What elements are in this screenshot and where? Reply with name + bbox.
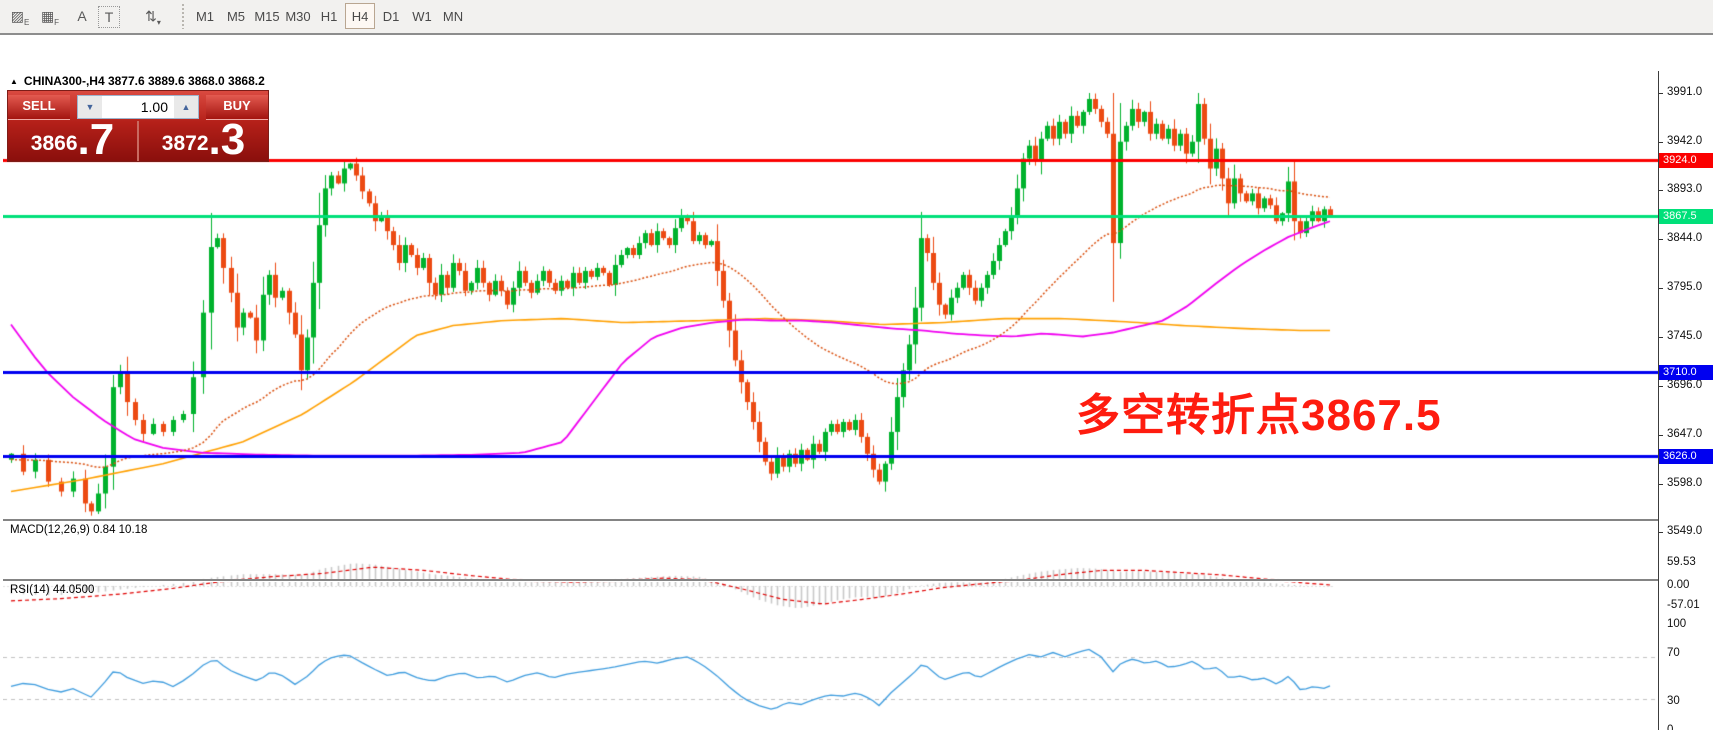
price-line-badge: 3626.0	[1659, 448, 1713, 464]
chart-window: 3991.0 3942.0 3893.0 3844.0 3795.0 3745.0 3696…	[0, 33, 1713, 730]
timeframe-button-m5[interactable]: M5	[226, 9, 246, 24]
symbol-header: ▲ CHINA300-,H4 3877.6 3889.6 3868.0 3868.…	[10, 74, 265, 88]
axis-tick	[1659, 434, 1663, 436]
text-label-icon[interactable]: T	[98, 6, 120, 28]
rsi-axis-label: 30	[1667, 695, 1680, 707]
chart-toolbar: ▨E ▦F A T ⇅▾ M1 M5 M15 M30 H1 H4 D1 W1 MN	[0, 0, 1713, 34]
axis-tick	[1659, 93, 1663, 94]
collapse-panel-arrow[interactable]: ▲	[10, 77, 18, 86]
macd-indicator-canvas[interactable]	[3, 554, 1658, 612]
price-axis-label: 3647.0	[1667, 427, 1703, 440]
price-axis[interactable]: 3991.0 3942.0 3893.0 3844.0 3795.0 3745.0 3696…	[1658, 71, 1713, 730]
timeframe-button-w1[interactable]: W1	[412, 9, 432, 24]
volume-input[interactable]: 1.00	[140, 99, 168, 115]
rsi-label: RSI(14) 44.0500	[10, 584, 95, 596]
one-click-trade-panel: SELL ▼ 1.00 ▲ BUY 3866.7 3872.3	[8, 91, 268, 164]
pane-separator[interactable]	[3, 579, 1713, 582]
pane-separator[interactable]	[3, 519, 1713, 522]
price-axis-label: 3942.0	[1667, 134, 1703, 147]
axis-tick	[1659, 337, 1663, 339]
sell-button[interactable]: SELL	[8, 94, 70, 120]
price-axis-label: 3991.0	[1667, 86, 1703, 98]
equidistant-channel-icon[interactable]: ▨E	[10, 8, 30, 27]
price-chart-canvas[interactable]	[3, 71, 1658, 552]
timeframe-button-m15[interactable]: M15	[254, 9, 280, 24]
price-line-badge: 3924.0	[1659, 152, 1713, 168]
rsi-axis-label: 0	[1667, 724, 1674, 730]
timeframe-button-m30[interactable]: M30	[285, 9, 311, 24]
symbol-ohlc-text: CHINA300-,H4 3877.6 3889.6 3868.0 3868.2	[23, 74, 265, 88]
timeframe-button-m1[interactable]: M1	[195, 9, 215, 24]
sell-price-pips: .7	[77, 115, 115, 164]
price-axis-label: 3893.0	[1667, 183, 1703, 196]
timeframe-button-h1[interactable]: H1	[320, 9, 338, 24]
price-axis-label: 3745.0	[1667, 330, 1703, 343]
buy-price-pips: .3	[208, 115, 246, 164]
arrow-label-icon[interactable]: A	[77, 8, 87, 24]
price-line-badge: 3867.5	[1659, 208, 1713, 224]
sell-price-main: 3866	[30, 132, 78, 155]
timeframe-button-h4[interactable]: H4	[345, 3, 375, 29]
buy-button[interactable]: BUY	[206, 94, 268, 120]
fibonacci-grid-icon[interactable]: ▦F	[40, 8, 60, 27]
macd-axis-label: -57.01	[1667, 599, 1700, 611]
axis-tick	[1659, 287, 1663, 289]
price-axis-label: 3795.0	[1667, 280, 1703, 293]
buy-price[interactable]: 3872.3	[139, 115, 268, 164]
rsi-axis-label: 70	[1667, 647, 1680, 659]
timeframe-button-mn[interactable]: MN	[442, 9, 464, 24]
toolbar-separator	[180, 4, 185, 29]
timeframe-button-d1[interactable]: D1	[382, 9, 400, 24]
sell-price[interactable]: 3866.7	[8, 115, 139, 164]
price-axis-label: 3549.0	[1667, 525, 1703, 538]
axis-tick	[1659, 190, 1663, 192]
rsi-axis-label: 100	[1667, 618, 1687, 630]
buy-price-main: 3872	[161, 132, 209, 155]
macd-label: MACD(12,26,9) 0.84 10.18	[10, 524, 148, 536]
axis-tick	[1659, 483, 1663, 485]
axis-tick	[1659, 239, 1663, 241]
volume-decrease-button[interactable]: ▼	[78, 96, 102, 118]
price-axis-label: 3598.0	[1667, 476, 1703, 489]
volume-increase-button[interactable]: ▲	[174, 96, 198, 118]
shapes-dropdown-icon[interactable]: ⇅▾	[145, 8, 161, 27]
price-line-badge: 3710.0	[1659, 365, 1713, 381]
macd-axis-label: 0.00	[1667, 579, 1690, 591]
volume-spinner: ▼ 1.00 ▲	[77, 95, 199, 119]
macd-axis-label: 59.53	[1667, 556, 1696, 568]
rsi-indicator-canvas[interactable]	[3, 614, 1658, 730]
chart-text-annotation[interactable]: 多空转折点3867.5	[1076, 391, 1442, 440]
axis-tick	[1659, 141, 1663, 143]
price-axis-label: 3844.0	[1667, 232, 1703, 245]
axis-tick	[1659, 532, 1663, 534]
axis-tick	[1659, 386, 1663, 388]
price-axis-label: 3696.0	[1667, 379, 1703, 392]
